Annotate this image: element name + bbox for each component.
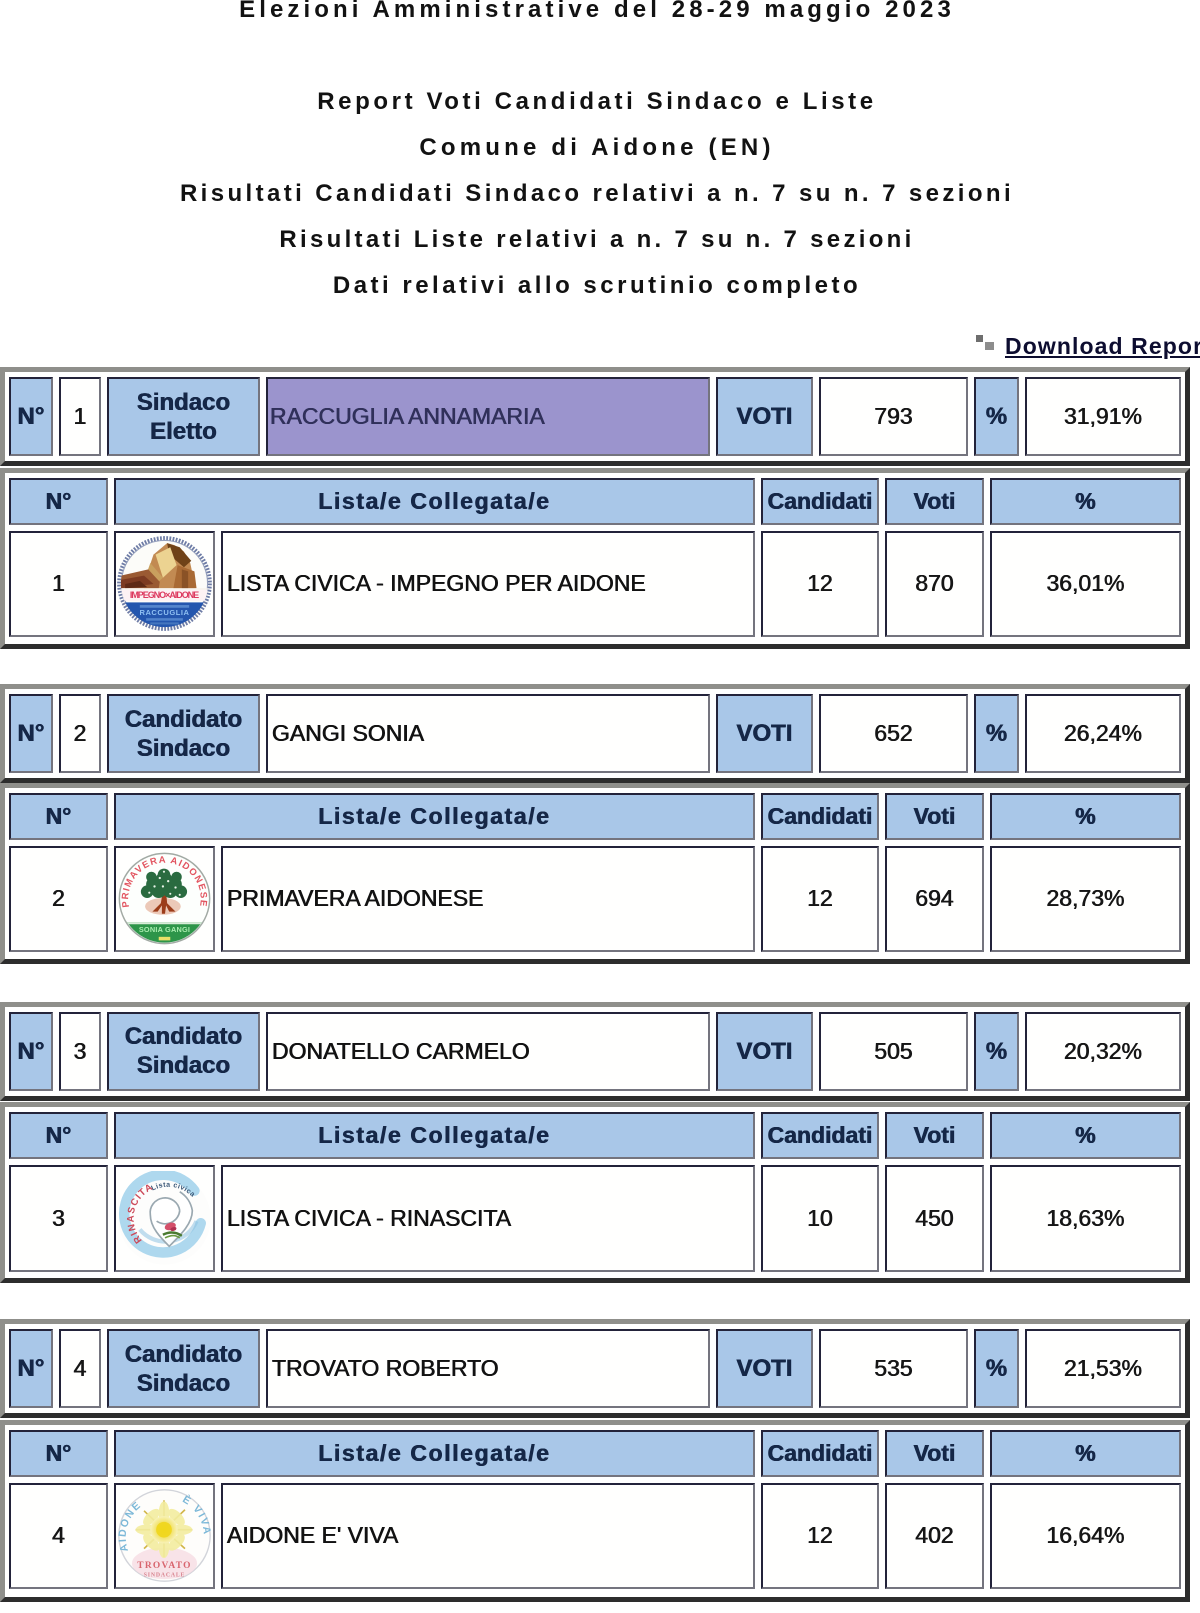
svg-text:IMPEGNO×AIDONE: IMPEGNO×AIDONE	[130, 590, 199, 600]
svg-text:TROVATO: TROVATO	[137, 1561, 191, 1571]
svg-text:RACCUGLIA: RACCUGLIA	[139, 608, 189, 617]
svg-text:SINDACALE: SINDACALE	[144, 1573, 186, 1579]
svg-text:SONIA GANGI: SONIA GANGI	[139, 925, 190, 934]
